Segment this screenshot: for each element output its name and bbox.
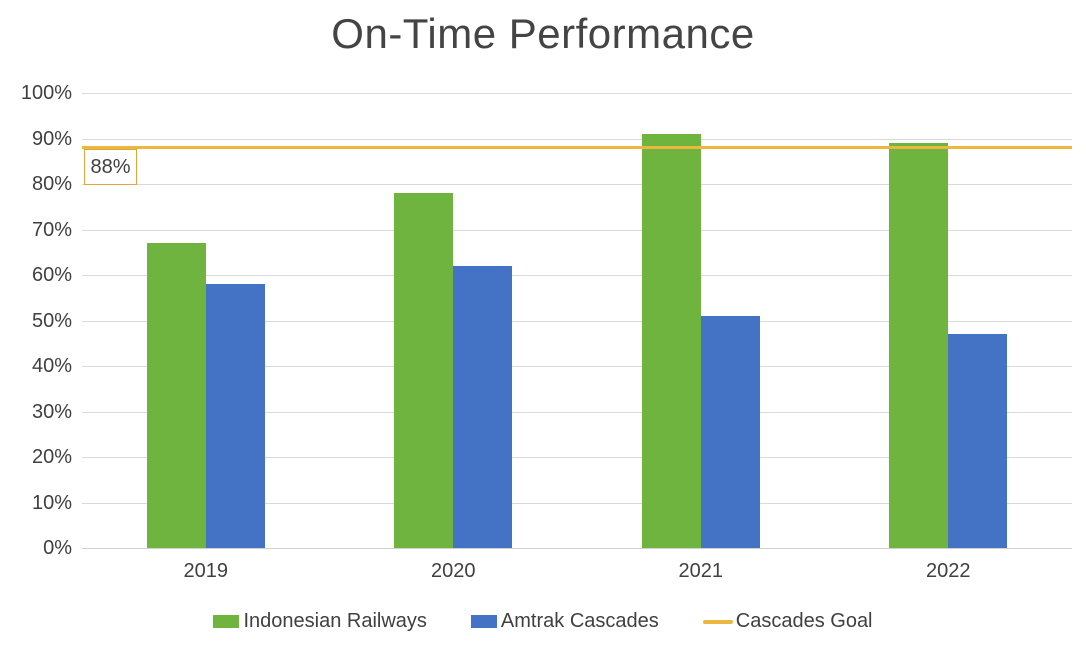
legend-swatch-icon	[470, 615, 497, 628]
bar-indonesian-railways-2021	[641, 133, 701, 548]
gridline	[82, 93, 1072, 94]
legend-line-icon	[702, 619, 733, 624]
bar-indonesian-railways-2020	[394, 193, 454, 548]
x-tick-label-2022: 2022	[926, 560, 971, 582]
legend-label: Cascades Goal	[735, 610, 873, 632]
x-tick-label-2020: 2020	[431, 560, 476, 582]
y-axis: 100% 90% 80% 70% 60% 50% 40% 30% 20% 10% 0%	[0, 82, 72, 559]
gridline	[82, 138, 1072, 140]
bar-indonesian-railways-2019	[146, 243, 206, 548]
legend-label: Indonesian Railways	[243, 610, 427, 632]
legend-label: Amtrak Cascades	[500, 610, 659, 632]
gridline	[82, 502, 1072, 504]
legend-item-cascades-goal: Cascades Goal	[702, 610, 873, 633]
gridline	[82, 457, 1072, 458]
plot-area: 88%	[82, 93, 1072, 549]
x-tick-label-2021: 2021	[678, 560, 724, 582]
x-axis: 2019 2020 2021 2022	[82, 560, 1072, 590]
gridline	[82, 411, 1072, 413]
y-tick-label: 80%	[31, 173, 72, 195]
legend: Indonesian Railways Amtrak Cascades Cascad…	[0, 610, 1086, 633]
y-tick-label: 70%	[31, 218, 72, 241]
y-tick-label: 0%	[43, 537, 72, 559]
gridline	[82, 275, 1072, 276]
y-tick-label: 20%	[31, 446, 72, 468]
bar-amtrak-cascades-2022	[948, 334, 1008, 548]
x-tick-label-2019: 2019	[183, 560, 229, 582]
gridline	[82, 229, 1072, 231]
legend-swatch-icon	[213, 615, 240, 628]
chart-title: On-Time Performance	[331, 10, 755, 57]
y-tick-label: 90%	[31, 127, 72, 150]
y-tick-label: 30%	[31, 400, 72, 423]
y-tick-label: 60%	[31, 264, 72, 286]
legend-item-indonesian-railways: Indonesian Railways	[213, 610, 427, 633]
gridline	[82, 184, 1072, 185]
legend-item-amtrak-cascades: Amtrak Cascades	[470, 610, 659, 633]
bar-amtrak-cascades-2019	[205, 284, 265, 548]
y-tick-label: 40%	[31, 355, 72, 377]
goal-value-label: 88%	[84, 148, 137, 185]
bar-amtrak-cascades-2021	[700, 315, 760, 548]
goal-line	[82, 146, 1072, 150]
bar-indonesian-railways-2022	[889, 143, 949, 548]
gridline	[82, 320, 1072, 322]
x-axis-line	[82, 548, 1072, 549]
y-tick-label: 50%	[31, 309, 72, 332]
y-tick-label: 100%	[20, 82, 72, 104]
y-tick-label: 10%	[31, 491, 72, 514]
bar-amtrak-cascades-2020	[453, 265, 513, 548]
gridline	[82, 366, 1072, 367]
